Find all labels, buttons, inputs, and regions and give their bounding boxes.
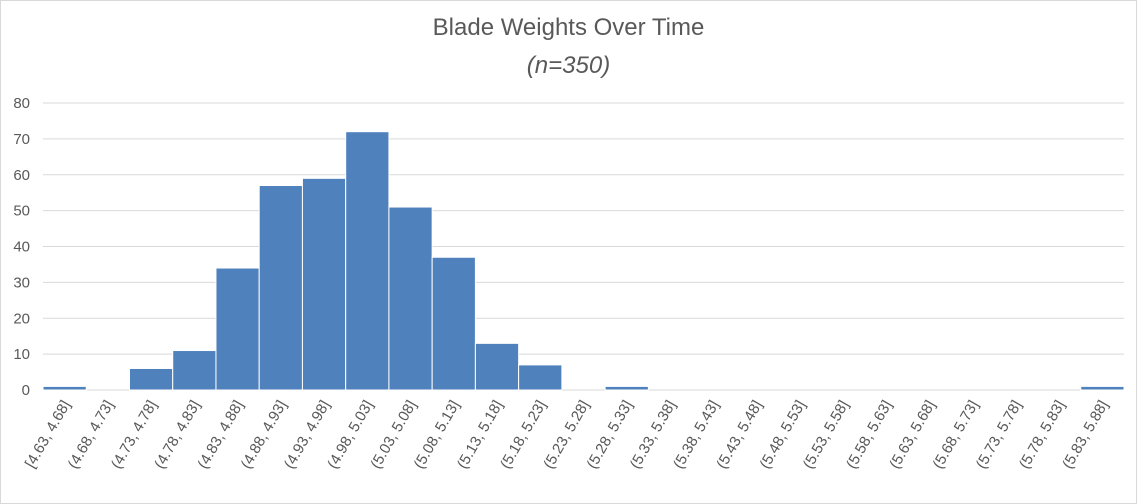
y-tick-label: 10 — [13, 346, 30, 363]
y-tick-label: 0 — [22, 382, 30, 399]
histogram-bar — [431, 256, 476, 391]
y-tick-label: 20 — [13, 310, 30, 327]
histogram-bar — [172, 350, 217, 391]
histogram-bar — [258, 185, 303, 391]
histogram-bar — [301, 177, 347, 391]
histogram-bar — [604, 385, 649, 391]
y-tick-label: 30 — [13, 274, 30, 291]
histogram-bar — [518, 364, 563, 391]
y-tick-label: 40 — [13, 239, 30, 256]
histogram-bar — [42, 385, 87, 391]
y-tick-label: 50 — [13, 203, 30, 220]
histogram-bar — [1080, 385, 1125, 391]
histogram-bar — [388, 206, 433, 391]
histogram-bar — [474, 342, 520, 391]
y-tick-label: 70 — [13, 131, 30, 148]
y-tick-label: 80 — [13, 95, 30, 112]
y-tick-label: 60 — [13, 167, 30, 184]
histogram-bar — [128, 367, 174, 391]
histogram-bar — [345, 131, 390, 391]
chart-subtitle: (n=350) — [526, 52, 611, 79]
chart-title: Blade Weights Over Time — [432, 14, 705, 41]
histogram-bar — [215, 267, 260, 391]
